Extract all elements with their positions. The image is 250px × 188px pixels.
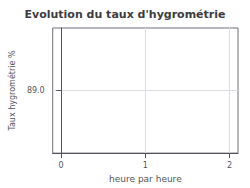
svg-text:Evolution du taux d'hygrométri: Evolution du taux d'hygrométrie [25,8,226,21]
svg-text:1: 1 [143,161,148,170]
svg-text:89.0: 89.0 [27,86,45,95]
svg-text:2: 2 [227,161,232,170]
svg-text:heure par heure: heure par heure [109,174,182,184]
svg-text:0: 0 [59,161,64,170]
svg-text:Taux hygrométrie %: Taux hygrométrie % [7,50,17,132]
